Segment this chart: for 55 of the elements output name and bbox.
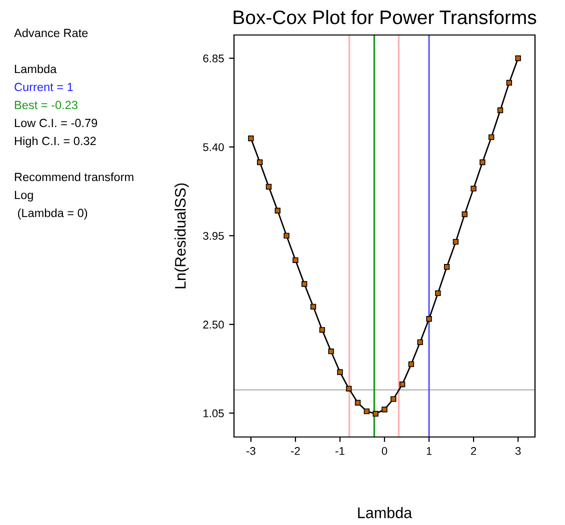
- point: [256, 159, 263, 166]
- x-tick-label: -3: [246, 447, 256, 455]
- point: [390, 396, 396, 402]
- point: [488, 134, 494, 140]
- point: [274, 208, 280, 214]
- y-tick-label: 1.05: [204, 409, 224, 418]
- point: [292, 257, 298, 264]
- point: [284, 232, 290, 239]
- x-tick-label: -1: [336, 447, 344, 455]
- text: (Lambda = 0): [18, 208, 88, 220]
- point: [337, 369, 343, 375]
- point: [506, 80, 512, 86]
- point: [319, 327, 326, 333]
- x-tick-label: -2: [291, 447, 300, 455]
- text: Log: [14, 190, 33, 202]
- point: [346, 386, 352, 392]
- point: [399, 382, 406, 388]
- text: Recommend transform: [14, 172, 134, 182]
- point: [515, 55, 521, 62]
- text: Best = -0.23: [14, 100, 78, 110]
- point: [480, 159, 486, 166]
- text: Lambda: [14, 64, 57, 74]
- chart-title: Box-Cox Plot for Power Transforms: [234, 10, 536, 24]
- y-tick-label: 2.50: [203, 320, 224, 329]
- point: [470, 186, 476, 192]
- point: [497, 107, 504, 114]
- point: [364, 408, 370, 414]
- x-tick-label: 1: [426, 447, 432, 455]
- point: [452, 238, 459, 245]
- point: [354, 400, 361, 406]
- point: [435, 290, 441, 296]
- text: Advance Rate: [14, 28, 88, 38]
- y-tick-label: 5.40: [203, 143, 224, 152]
- text: High C.I. = 0.32: [14, 136, 96, 148]
- point: [426, 316, 432, 322]
- text: Current = 1: [14, 82, 73, 92]
- point: [382, 406, 388, 412]
- point: [302, 281, 308, 287]
- text: Low C.I. = -0.79: [14, 118, 98, 128]
- point: [417, 339, 423, 346]
- point: [310, 304, 316, 310]
- y-tick-label: 6.85: [203, 54, 224, 62]
- x-tick-label: 2: [471, 447, 476, 455]
- x-axis-title: Lambda: [358, 507, 412, 518]
- y-axis-title: Ln(ResidualSS): [174, 183, 189, 288]
- point: [408, 361, 414, 368]
- point: [266, 184, 272, 190]
- point: [328, 348, 334, 354]
- point: [462, 211, 468, 218]
- x-tick-label: 3: [515, 447, 521, 455]
- point: [444, 264, 450, 270]
- point: [248, 136, 254, 142]
- x-tick-label: 0: [382, 447, 388, 455]
- point: [372, 410, 378, 417]
- y-tick-label: 3.95: [203, 232, 224, 240]
